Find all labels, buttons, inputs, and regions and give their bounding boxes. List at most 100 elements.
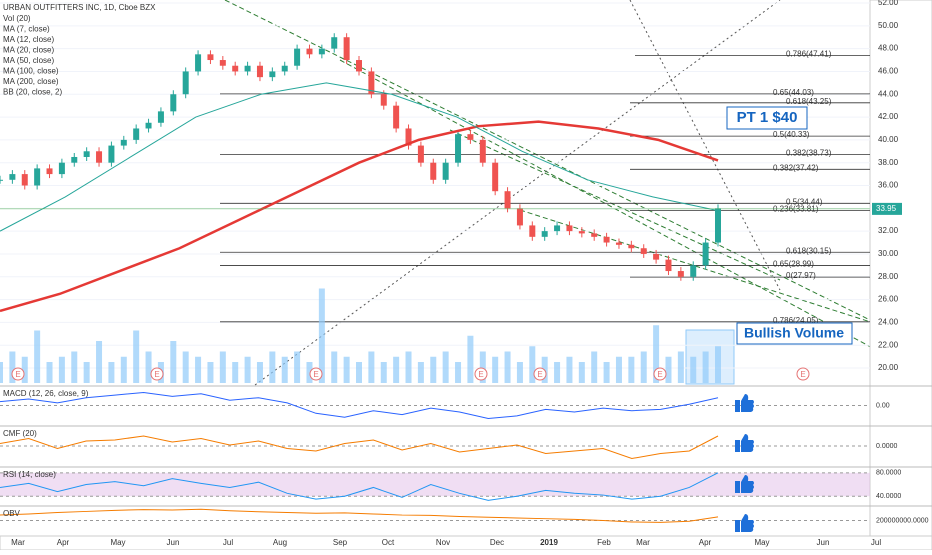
volume-bar [591,351,598,383]
volume-bar [195,356,202,383]
y-tick-label: 52.00 [878,0,899,7]
thumb-hand [741,475,754,493]
candle [21,174,28,186]
volume-bar [21,356,28,383]
pane-tick-label: 80.0000 [876,470,901,477]
thumbs-up-icon [735,394,754,412]
earnings-label: E [313,370,318,379]
candle [467,134,474,140]
earnings-label: E [478,370,483,379]
x-tick-label: Dec [490,538,504,547]
volume-bar [96,341,103,383]
volume-bar [133,330,140,383]
x-tick-label: May [110,538,125,547]
volume-bar [58,356,65,383]
candle [479,139,486,163]
x-tick-label: Mar [636,538,650,547]
x-tick-label: Jun [167,538,180,547]
earnings-marker [11,367,25,381]
earnings-label: E [15,370,20,379]
y-tick-label: 50.00 [878,21,899,30]
candle [34,168,41,186]
volume-bar [479,351,486,383]
volume-bar [318,288,325,383]
candle [615,242,622,245]
pane-line [0,472,719,501]
earnings-marker [796,367,810,381]
volume-bar [269,351,276,383]
y-tick-label: 28.00 [878,272,899,281]
rsi-band [0,472,870,497]
pane-title: OBV [3,509,21,518]
x-tick-label: Oct [382,538,395,547]
candle [343,37,350,61]
candle [417,145,424,163]
candle [677,271,684,277]
annotation: Bullish Volume [744,325,844,341]
candle [306,48,313,55]
thumbs-up-icon [735,475,754,493]
x-tick-label: Aug [273,538,287,547]
y-tick-label: 24.00 [878,317,899,326]
y-tick-label: 48.00 [878,44,899,53]
volume-bar [677,351,684,383]
volume-bar [603,362,610,383]
candle [9,174,16,180]
fib-label: 0.5(40.33) [773,130,810,139]
y-tick-label: 46.00 [878,67,899,76]
candle [108,145,115,163]
thumb-hand [741,434,754,452]
earnings-marker [150,367,164,381]
legend-item: MA (200, close) [3,77,59,86]
legend-item: MA (20, close) [3,46,54,55]
candle [145,122,152,129]
fib-label: 0.5(34.44) [786,197,823,206]
candle [182,71,189,95]
volume-bar [628,356,635,383]
candle [430,162,437,180]
fib-label: 0.618(43.25) [786,97,832,106]
x-tick-label: Feb [597,538,611,547]
trendline [254,0,781,386]
legend-item: MA (50, close) [3,56,54,65]
volume-bar [0,362,3,383]
y-tick-label: 22.00 [878,340,899,349]
y-tick-label: 26.00 [878,295,899,304]
thumb-body [735,520,740,532]
volume-bar [380,362,387,383]
thumbs-up-icon [735,514,754,532]
candle [578,231,585,234]
candle [58,162,65,175]
candle [46,168,53,175]
candle [715,208,721,243]
x-tick-label: Jun [817,538,830,547]
earnings-marker [474,367,488,381]
volume-bar [71,351,78,383]
earnings-marker [653,367,667,381]
volume-bar [120,356,127,383]
last-price-label: 33.95 [876,204,897,213]
volume-bar [442,351,449,383]
volume-bar [554,362,561,383]
candle [665,259,672,272]
legend-item: MA (12, close) [3,35,54,44]
pane-tick-label: 200000000.0000 [876,517,929,524]
thumb-hand [741,394,754,412]
volume-bar [232,362,239,383]
volume-bar [578,362,585,383]
y-tick-label: 20.00 [878,363,899,372]
fib-label: 0.382(37.42) [773,163,819,172]
candle [71,156,78,163]
y-tick-label: 40.00 [878,135,899,144]
legend-item: BB (20, close, 2) [3,88,62,97]
y-tick-label: 32.00 [878,226,899,235]
y-tick-label: 30.00 [878,249,899,258]
legend-item: Vol (20) [3,14,31,23]
volume-bar [46,362,53,383]
x-tick-label: Apr [699,538,712,547]
volume-bar [34,330,41,383]
pane-tick-label: 0.0000 [876,443,898,450]
thumb-hand [741,514,754,532]
volume-bar [504,351,511,383]
